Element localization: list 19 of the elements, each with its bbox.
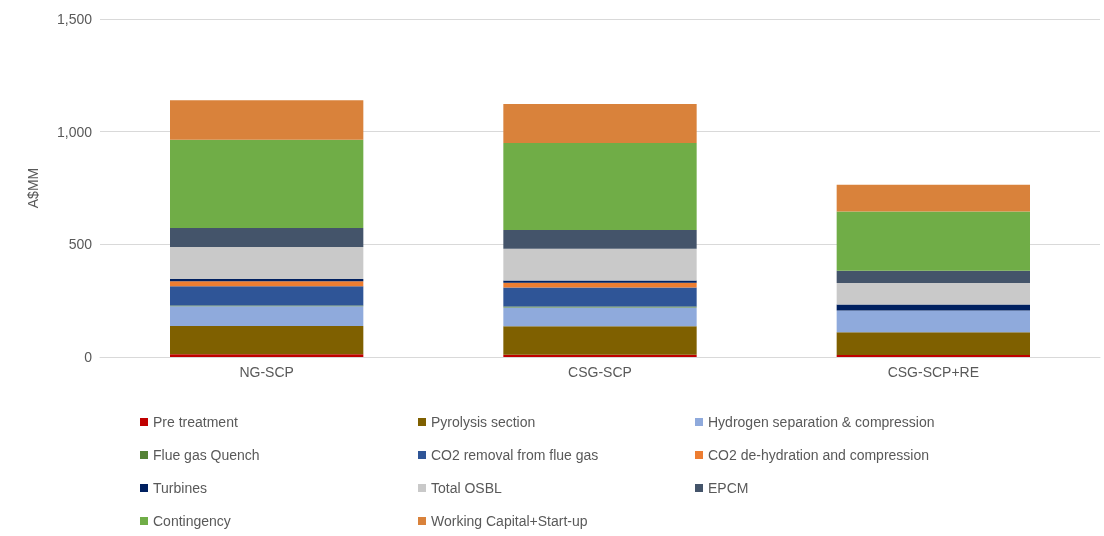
y-tick-label: 1,500: [56, 11, 93, 27]
legend-label: Pre treatment: [153, 414, 238, 430]
legend-label: Turbines: [153, 480, 207, 496]
legend-label: Hydrogen separation & compression: [708, 414, 935, 430]
legend-label: Flue gas Quench: [153, 447, 260, 463]
y-tick-label: 500: [68, 236, 93, 253]
legend-label: Working Capital+Start-up: [431, 513, 588, 529]
legend-label: Pyrolysis section: [431, 414, 536, 430]
y-tick-label: 0: [84, 349, 93, 365]
legend-label: EPCM: [708, 480, 749, 496]
legend-label: Contingency: [153, 513, 231, 529]
legend-label: Total OSBL: [431, 480, 503, 496]
x-tick-label: NG-SCP: [239, 364, 294, 380]
x-tick-label: CSG-SCP+RE: [887, 364, 980, 380]
y-axis-title: A$MM: [25, 167, 41, 209]
x-tick-label: CSG-SCP: [568, 364, 632, 380]
y-tick-label: 1,000: [56, 123, 93, 140]
legend-label: CO2 de-hydration and compression: [708, 447, 930, 463]
legend-label: CO2 removal from flue gas: [431, 447, 599, 463]
